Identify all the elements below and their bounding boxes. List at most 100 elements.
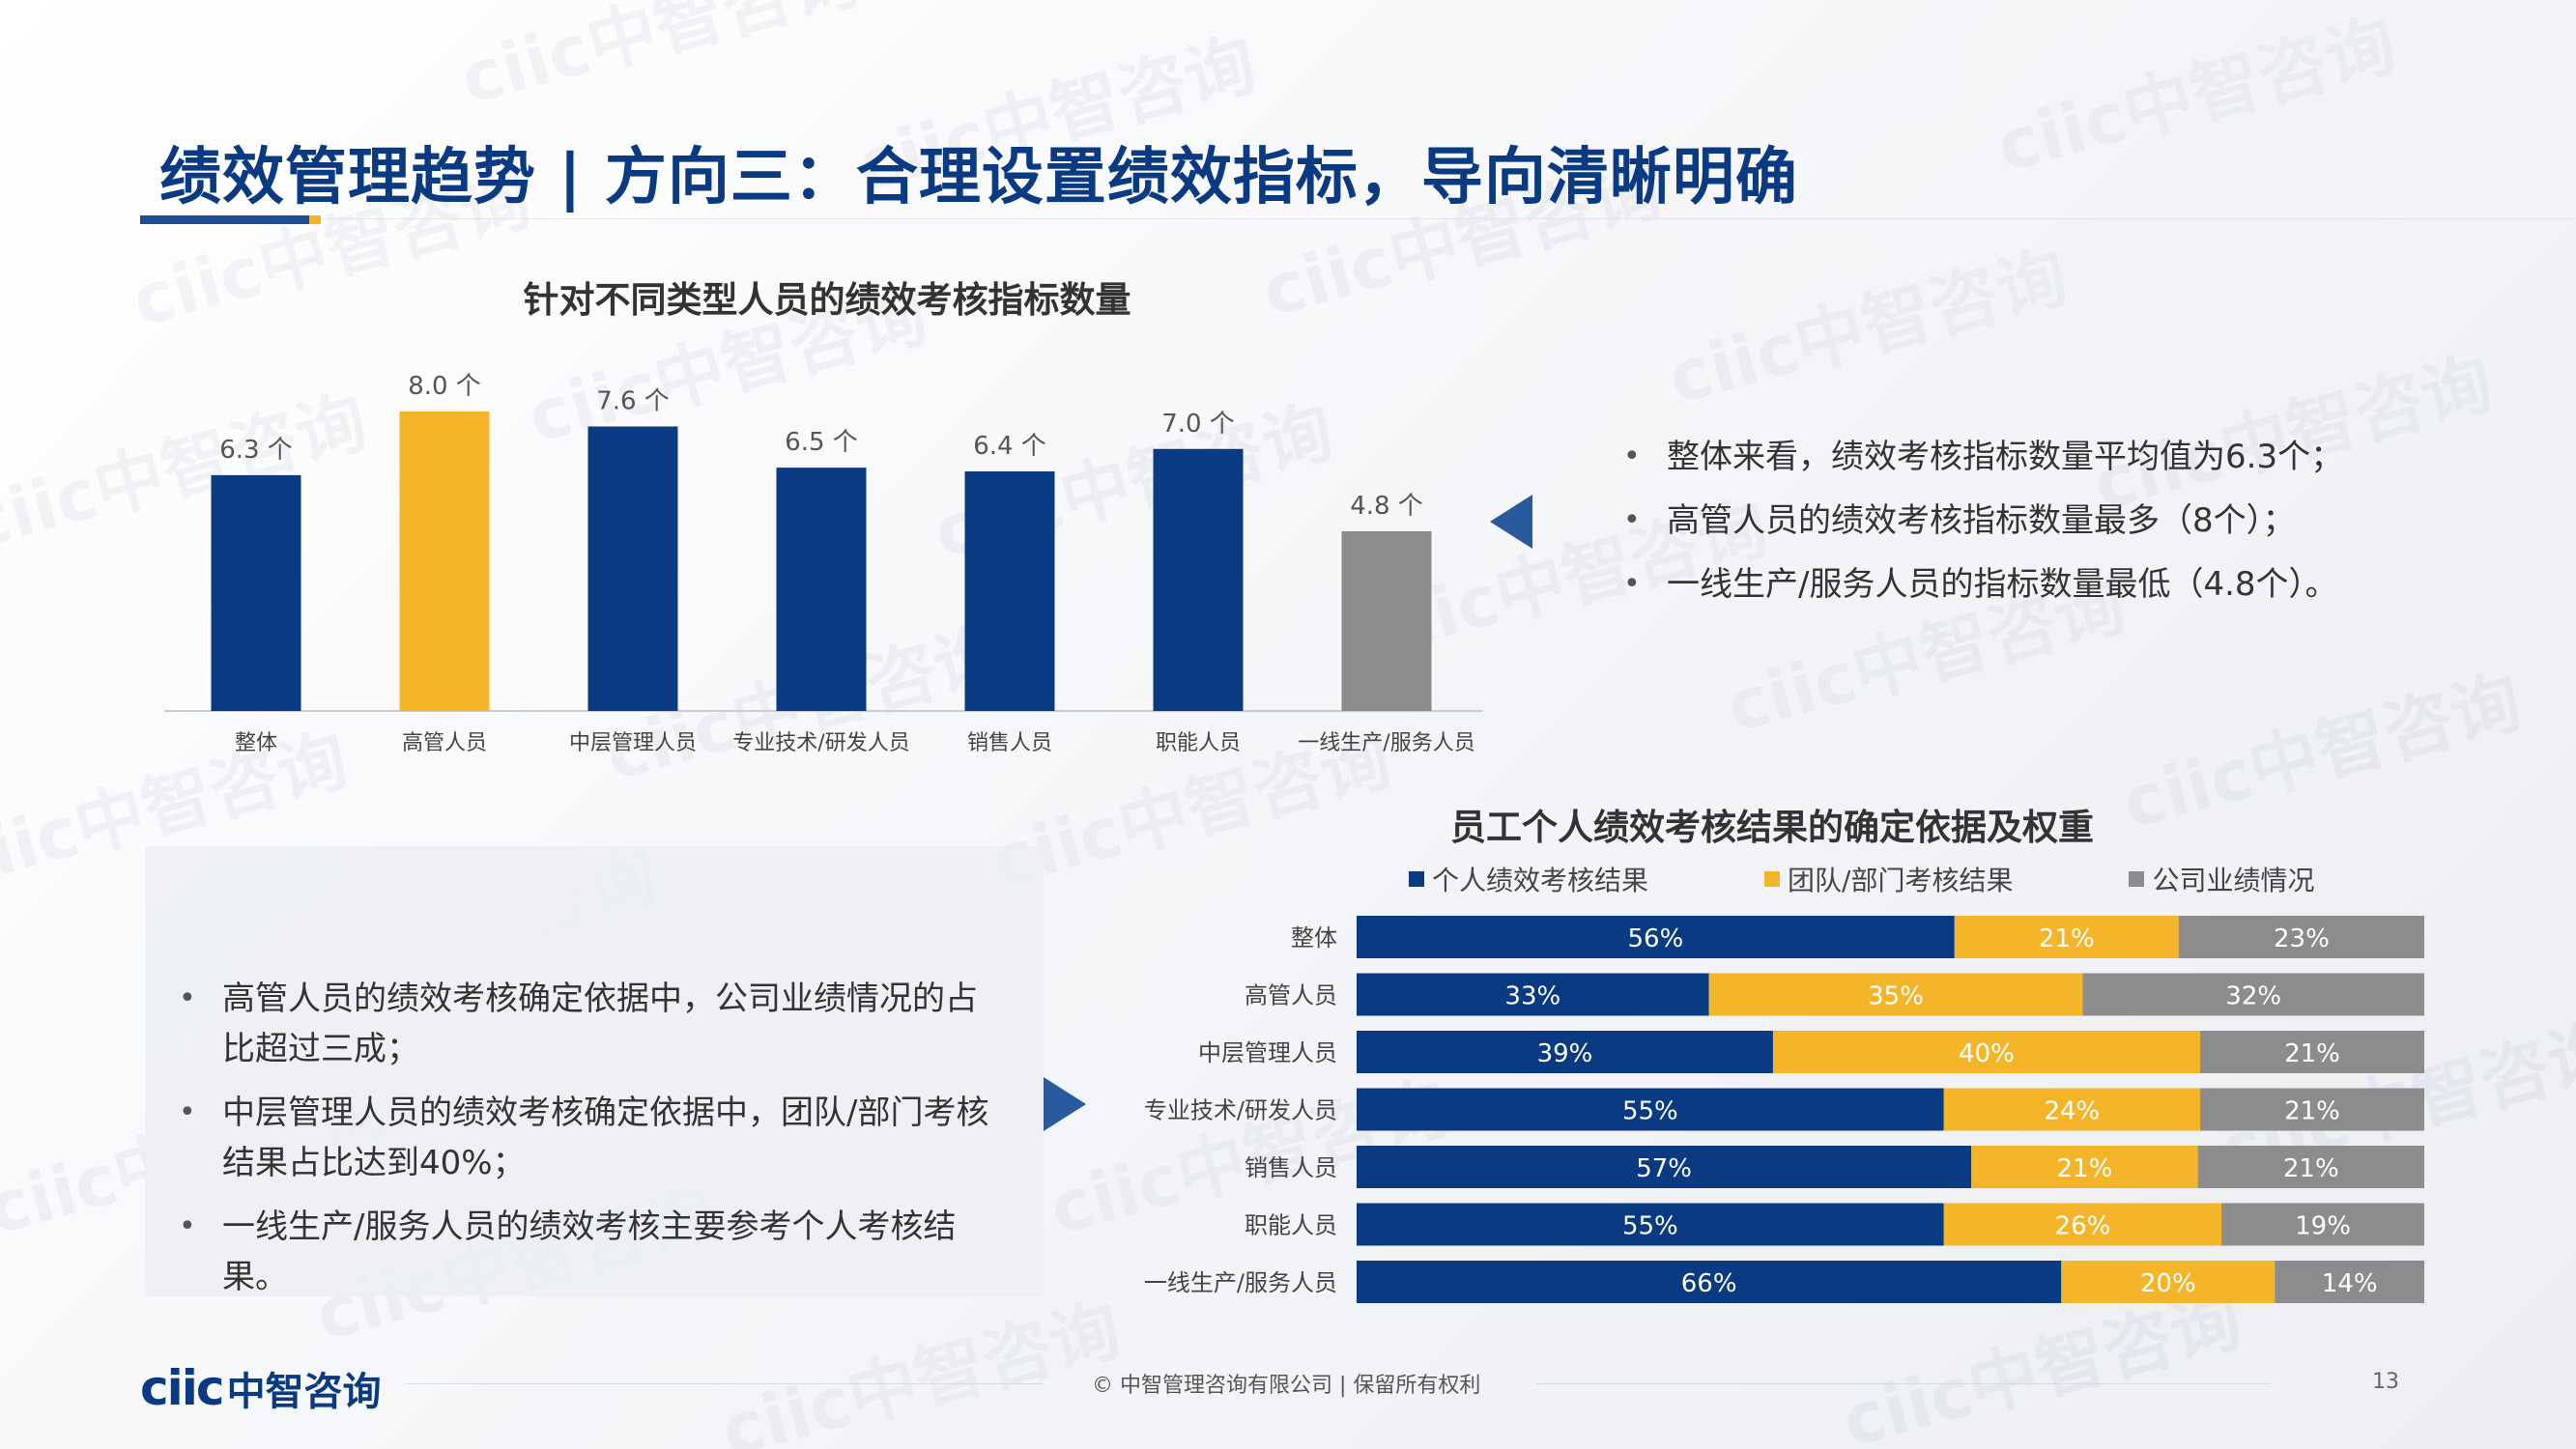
segment-value-label: 24% [2044,1097,2100,1126]
segment-value-label: 33% [1504,982,1560,1011]
segment-value-label: 35% [1868,982,1924,1011]
page-title: 绩效管理趋势 | 方向三：合理设置绩效指标，导向清晰明确 [159,142,1798,213]
bar [399,412,490,711]
logo-text: 中智咨询 [226,1370,382,1414]
segment-value-label: 23% [2274,924,2330,953]
bar-value-label: 4.8 个 [1350,492,1423,521]
bar-value-label: 7.6 个 [596,387,670,416]
bar-value-label: 7.0 个 [1161,410,1235,439]
legend-label: 团队/部门考核结果 [1788,865,2014,896]
x-tick-label: 职能人员 [1156,731,1241,755]
logo-mark: ciic [140,1360,225,1416]
legend-swatch [2129,871,2145,887]
stacked-segment [2199,1088,2424,1131]
company-logo: ciic 中智咨询 [140,1360,382,1416]
stacked-chart-title: 员工个人绩效考核结果的确定依据及权重 [1450,807,2094,848]
legend-swatch [1409,871,1424,887]
watermark: ciic中智咨询 [452,0,869,121]
bar-value-label: 6.4 个 [973,432,1046,461]
x-tick-label: 中层管理人员 [569,731,697,755]
stacked-segment [2082,973,2424,1016]
bullet-item: 高管人员的绩效考核确定依据中，公司业绩情况的占比超过三成； [179,974,1010,1074]
x-tick-label: 整体 [235,731,277,755]
stacked-segment [1357,1146,1972,1188]
watermark: ciic中智咨询 [2114,660,2531,845]
segment-value-label: 21% [2284,1039,2340,1068]
bottom-summary-text: 高管人员的绩效考核确定依据中，公司业绩情况的占比超过三成； 中层管理人员的绩效考… [179,974,1010,1302]
legend-swatch [1764,871,1781,887]
stacked-segment [1943,1203,2222,1246]
stacked-segment [2275,1261,2424,1303]
stacked-segment [2178,916,2424,958]
segment-value-label: 21% [2057,1154,2113,1183]
stacked-segment [2061,1261,2275,1303]
x-tick-label: 专业技术/研发人员 [732,731,909,755]
bar-value-label: 6.3 个 [219,436,293,465]
legend-item: 公司业绩情况 [2129,860,2314,898]
bullet-item: 高管人员的绩效考核指标数量最多（8个）； [1623,496,2551,546]
segment-value-label: 39% [1537,1039,1593,1068]
stacked-segment [1954,916,2179,958]
y-tick-label: 高管人员 [1245,982,1337,1009]
stacked-segment [1708,973,2083,1016]
y-tick-label: 整体 [1291,924,1337,952]
x-tick-label: 销售人员 [967,731,1052,755]
page-number: 13 [2372,1370,2399,1394]
bullet-item: 一线生产/服务人员的绩效考核主要参考个人考核结果。 [179,1202,1010,1302]
bar [211,474,301,711]
bar-value-label: 6.5 个 [785,428,858,457]
y-tick-label: 职能人员 [1245,1212,1337,1239]
segment-value-label: 55% [1622,1212,1678,1241]
segment-value-label: 56% [1628,924,1684,953]
stacked-segment [2199,1031,2424,1073]
legend-label: 公司业绩情况 [2152,865,2315,896]
arrow-left-icon [1490,495,1532,549]
segment-value-label: 66% [1681,1269,1737,1298]
x-tick-label: 高管人员 [402,731,487,755]
top-summary-panel: 整体来看，绩效考核指标数量平均值为6.3个； 高管人员的绩效考核指标数量最多（8… [1623,432,2551,610]
stacked-segment [1357,916,1955,958]
footer-divider [406,1383,1044,1384]
title-accent-bar [140,215,309,224]
segment-value-label: 26% [2055,1212,2111,1241]
bullet-item: 一线生产/服务人员的指标数量最低（4.8个）。 [1623,559,2551,610]
legend-label: 个人绩效考核结果 [1432,865,1649,896]
top-bullet-list: 整体来看，绩效考核指标数量平均值为6.3个； 高管人员的绩效考核指标数量最多（8… [1623,432,2551,610]
segment-value-label: 32% [2225,982,2281,1011]
bar-chart-title: 针对不同类型人员的绩效考核指标数量 [523,279,1131,321]
segment-value-label: 21% [2283,1154,2339,1183]
stacked-segment [2197,1146,2424,1188]
segment-value-label: 57% [1636,1154,1692,1183]
stacked-segment [1943,1088,2200,1131]
bar [1341,531,1432,711]
legend-item: 团队/部门考核结果 [1764,860,2013,898]
y-tick-label: 销售人员 [1245,1154,1337,1181]
title-accent-mark [309,215,321,224]
bar [587,426,678,711]
bottom-bullet-list: 高管人员的绩效考核确定依据中，公司业绩情况的占比超过三成； 中层管理人员的绩效考… [179,974,1010,1302]
segment-value-label: 40% [1959,1039,2015,1068]
copyright-text: © 中智管理咨询有限公司 | 保留所有权利 [1092,1374,1481,1398]
stacked-segment [1971,1146,2198,1188]
title-divider [140,218,2575,219]
bar-value-label: 8.0 个 [408,372,481,401]
x-tick-label: 一线生产/服务人员 [1298,731,1474,755]
bar [1153,448,1244,711]
stacked-segment [1357,1203,1944,1246]
weight-stacked-bar-chart: 整体 56% 21% 23% 高管人员 33% 35% 32% 中层管理人员 39% 40% 21% 专… [1144,916,2424,1303]
segment-value-label: 19% [2295,1212,2351,1241]
stacked-segment [1357,1088,1944,1131]
stacked-segment [1772,1031,2200,1073]
stacked-segment [2221,1203,2424,1246]
y-tick-label: 一线生产/服务人员 [1144,1269,1337,1296]
segment-value-label: 21% [2039,924,2095,953]
bar [964,471,1055,711]
bullet-item: 整体来看，绩效考核指标数量平均值为6.3个； [1623,432,2551,482]
stacked-segment [1357,1261,2062,1303]
stacked-segment [1357,1031,1773,1073]
arrow-right-icon [1044,1077,1086,1131]
stacked-chart-legend: 个人绩效考核结果 团队/部门考核结果 公司业绩情况 [1409,860,2314,898]
watermark: ciic中智咨询 [1660,235,2076,420]
bar [776,468,867,711]
